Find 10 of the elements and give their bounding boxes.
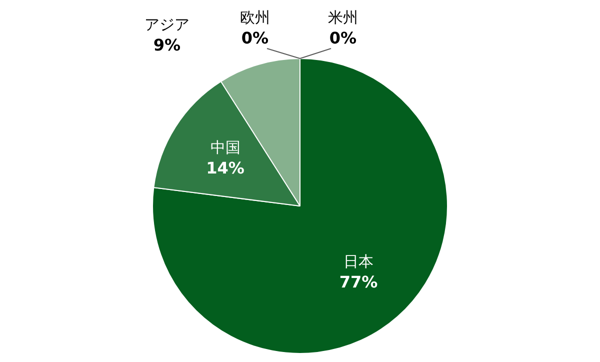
data-label: 9% xyxy=(153,36,181,55)
category-label: 米州 xyxy=(328,8,358,26)
category-label: 欧州 xyxy=(240,8,270,26)
slice-label: 中国 xyxy=(210,138,240,156)
text: 0% xyxy=(329,28,357,48)
data-label: 77% xyxy=(339,272,378,292)
text: 0% xyxy=(241,28,269,48)
slice-label: 日本 xyxy=(344,252,374,270)
slice-label: アジア xyxy=(144,15,190,34)
data-label: 14% xyxy=(206,158,244,178)
